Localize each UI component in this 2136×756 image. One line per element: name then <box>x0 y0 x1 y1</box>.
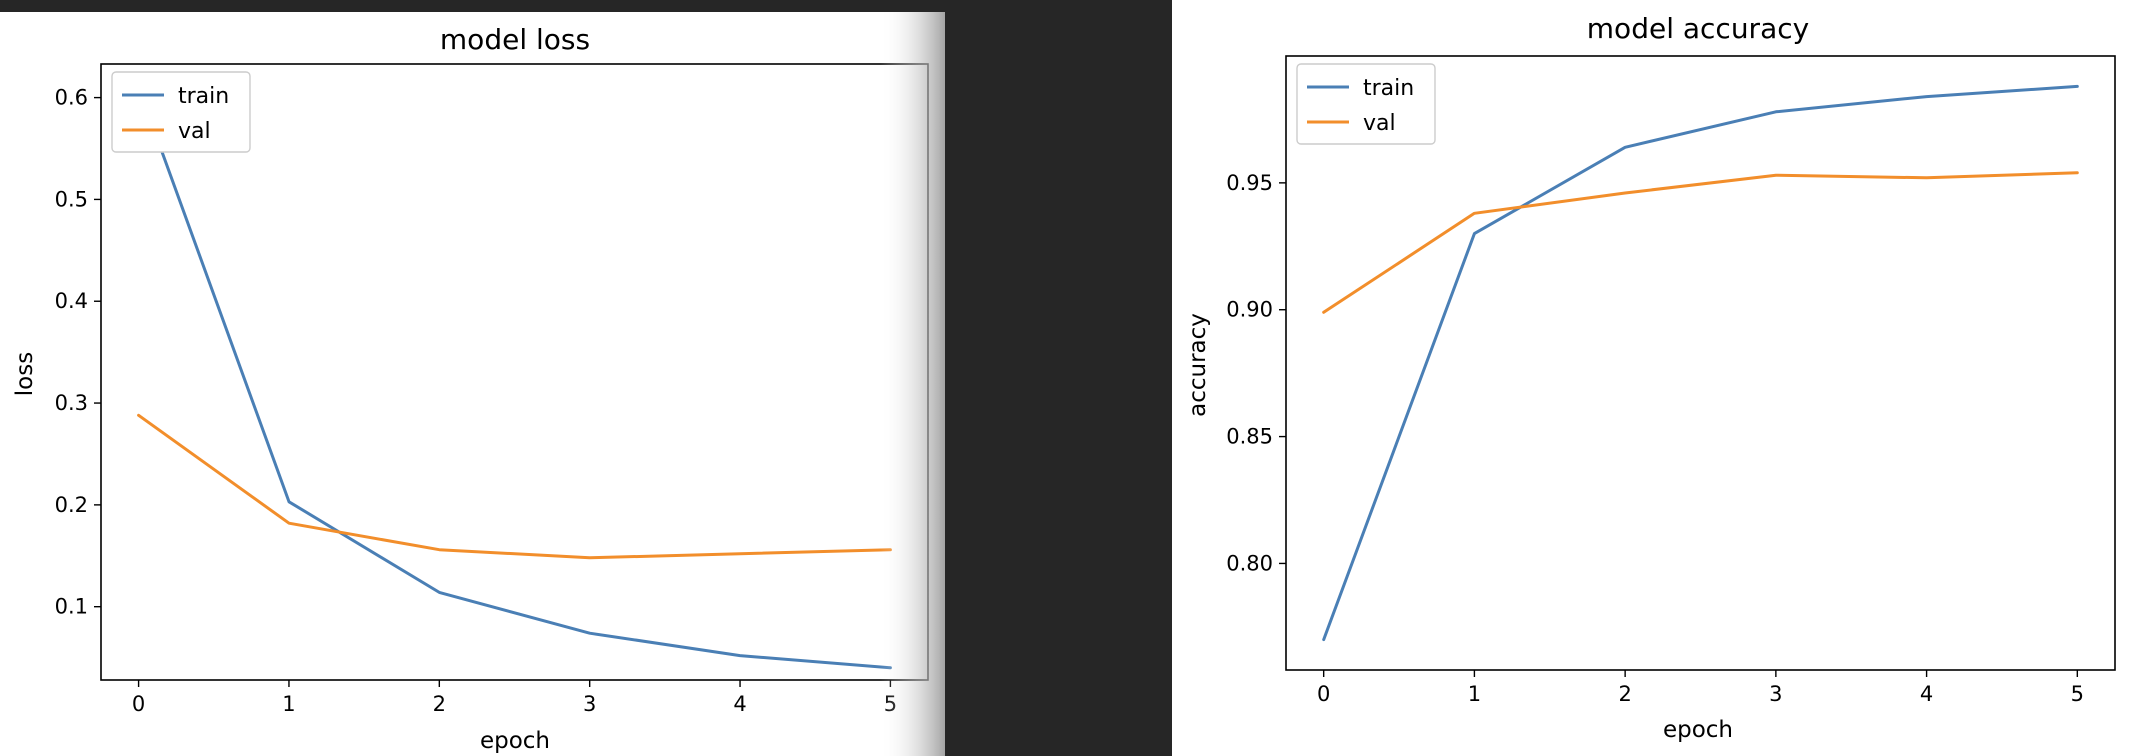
x-tick-label: 2 <box>1618 682 1631 706</box>
y-tick-label: 0.2 <box>55 493 88 517</box>
y-tick-label: 0.5 <box>55 187 88 211</box>
loss-train-line <box>137 85 892 670</box>
loss-y-axis-label: loss <box>12 352 38 396</box>
accuracy-train-line <box>1322 84 2079 642</box>
x-tick-label: 4 <box>733 692 746 716</box>
legend-box <box>1296 63 1436 145</box>
y-tick-label: 0.4 <box>55 289 88 313</box>
legend-label-train: train <box>178 84 229 109</box>
y-tick-label: 0.3 <box>55 391 88 415</box>
y-tick-label: 0.1 <box>55 595 88 619</box>
x-tick-label: 3 <box>1769 682 1782 706</box>
legend-label-train: train <box>1363 76 1414 101</box>
loss-val-line <box>137 413 892 560</box>
x-tick-label: 5 <box>2071 682 2084 706</box>
accuracy-y-axis-label: accuracy <box>1185 313 1211 417</box>
x-tick-label: 0 <box>1317 682 1330 706</box>
y-tick-label: 0.80 <box>1226 551 1273 575</box>
loss-chart: model loss epoch loss 0123450.10.20.30.4… <box>12 23 929 754</box>
x-tick-label: 3 <box>583 692 596 716</box>
accuracy-axis-ticks: 0 1 2 3 4 5 0.80 0.85 0.90 0.95 <box>1226 171 2084 706</box>
accuracy-val-line <box>1322 171 2079 314</box>
loss-legend: train val <box>111 71 251 153</box>
y-tick-label: 0.85 <box>1226 425 1273 449</box>
accuracy-plot-frame <box>1285 55 2116 671</box>
legend-box <box>111 71 251 153</box>
y-tick-label: 0.95 <box>1226 171 1273 195</box>
loss-chart-title: model loss <box>440 23 590 56</box>
loss-x-axis-label: epoch <box>480 728 550 754</box>
legend-label-val: val <box>178 119 211 144</box>
page-shadow <box>880 12 945 756</box>
x-tick-label: 1 <box>282 692 295 716</box>
x-tick-label: 2 <box>433 692 446 716</box>
accuracy-series-lines <box>1322 84 2079 642</box>
loss-series-lines <box>137 85 892 670</box>
accuracy-chart-title: model accuracy <box>1587 12 1809 45</box>
y-tick-label: 0.90 <box>1226 298 1273 322</box>
y-tick-label: 0.6 <box>55 86 88 110</box>
x-tick-label: 1 <box>1468 682 1481 706</box>
accuracy-chart: model accuracy epoch accuracy 0 1 2 3 4 5 0.80… <box>1185 12 2116 743</box>
x-tick-label: 0 <box>132 692 145 716</box>
accuracy-x-axis-label: epoch <box>1663 717 1733 743</box>
legend-label-val: val <box>1363 111 1396 136</box>
accuracy-legend: train val <box>1296 63 1436 145</box>
x-tick-label: 4 <box>1920 682 1933 706</box>
